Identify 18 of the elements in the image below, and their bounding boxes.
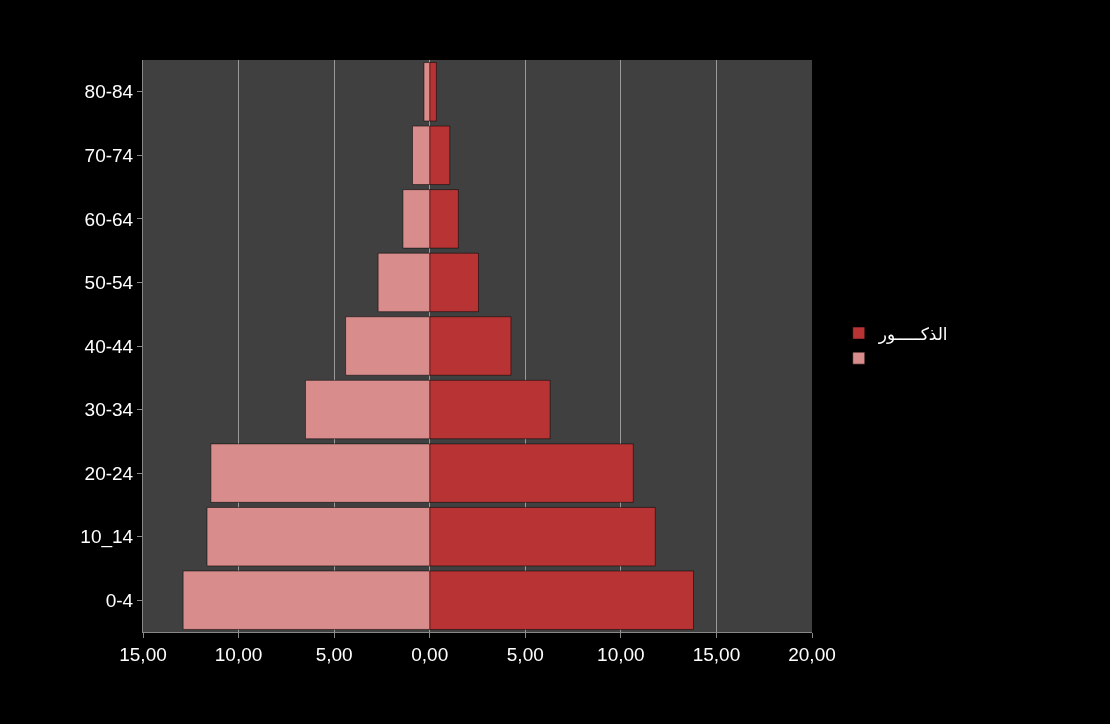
x-tick-label: 15,00 [119, 643, 167, 665]
y-tick-label: 60-64 [84, 208, 134, 230]
y-tick-label: 40-44 [84, 335, 134, 357]
x-tick-label: 20,00 [788, 643, 836, 665]
x-tick-label: 5,00 [506, 643, 544, 665]
y-tick-label: 70-74 [84, 144, 134, 166]
x-tick-label: 15,00 [692, 643, 741, 665]
y-tick-label: 80-84 [84, 81, 134, 103]
y-tick-label: 0-4 [105, 589, 134, 611]
x-tick-label: 0,00 [411, 643, 449, 665]
y-tick-label: 50-54 [84, 272, 134, 294]
y-tick-label: 10_14 [80, 526, 134, 549]
x-tick-label: 10,00 [214, 643, 263, 665]
y-tick-label: 20-24 [84, 462, 134, 484]
x-tick-label: 5,00 [315, 643, 353, 665]
legend-label: الذكـــــور [877, 323, 948, 344]
x-tick-label: 10,00 [597, 643, 645, 665]
y-tick-label: 30-34 [84, 399, 134, 421]
